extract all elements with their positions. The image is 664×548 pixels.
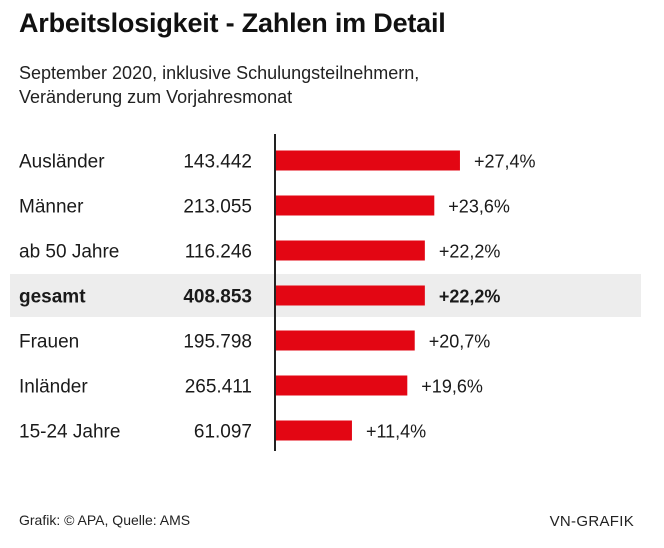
bar — [275, 150, 460, 171]
subtitle-line-2: Veränderung zum Vorjahresmonat — [19, 87, 293, 107]
chart-subtitle: September 2020, inklusive Schulungsteiln… — [19, 61, 419, 109]
value-label: +22,2% — [439, 287, 501, 307]
category-label: ab 50 Jahre — [19, 242, 119, 263]
category-label: gesamt — [19, 287, 86, 308]
count-label: 61.097 — [194, 422, 252, 443]
count-label: 143.442 — [183, 152, 252, 173]
bar — [275, 330, 415, 351]
category-label: 15-24 Jahre — [19, 422, 120, 443]
category-label: Frauen — [19, 332, 79, 353]
chart-title: Arbeitslosigkeit - Zahlen im Detail — [19, 8, 446, 38]
value-label: +19,6% — [421, 377, 483, 397]
count-label: 265.411 — [185, 377, 252, 398]
value-label: +20,7% — [429, 332, 491, 352]
count-label: 213.055 — [183, 197, 252, 218]
subtitle-line-1: September 2020, inklusive Schulungsteiln… — [19, 63, 420, 83]
category-label: Inländer — [19, 377, 88, 398]
source-note: Grafik: © APA, Quelle: AMS — [19, 512, 191, 528]
bar — [275, 240, 425, 261]
bar — [275, 195, 435, 216]
bar — [275, 375, 408, 396]
value-label: +22,2% — [439, 242, 501, 262]
brand-label: VN-GRAFIK — [549, 513, 634, 530]
value-label: +23,6% — [448, 197, 510, 217]
count-label: 195.798 — [183, 332, 252, 353]
bar — [275, 420, 352, 441]
count-label: 116.246 — [185, 242, 252, 263]
category-label: Männer — [19, 197, 84, 218]
value-label: +11,4% — [366, 422, 426, 442]
count-label: 408.853 — [183, 287, 252, 308]
value-label: +27,4% — [474, 152, 536, 172]
bar — [275, 285, 425, 306]
category-label: Ausländer — [19, 152, 105, 173]
